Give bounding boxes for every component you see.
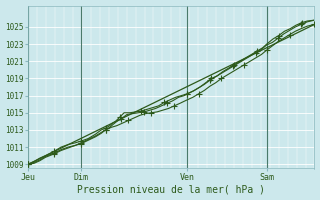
X-axis label: Pression niveau de la mer( hPa ): Pression niveau de la mer( hPa ) [77,184,265,194]
